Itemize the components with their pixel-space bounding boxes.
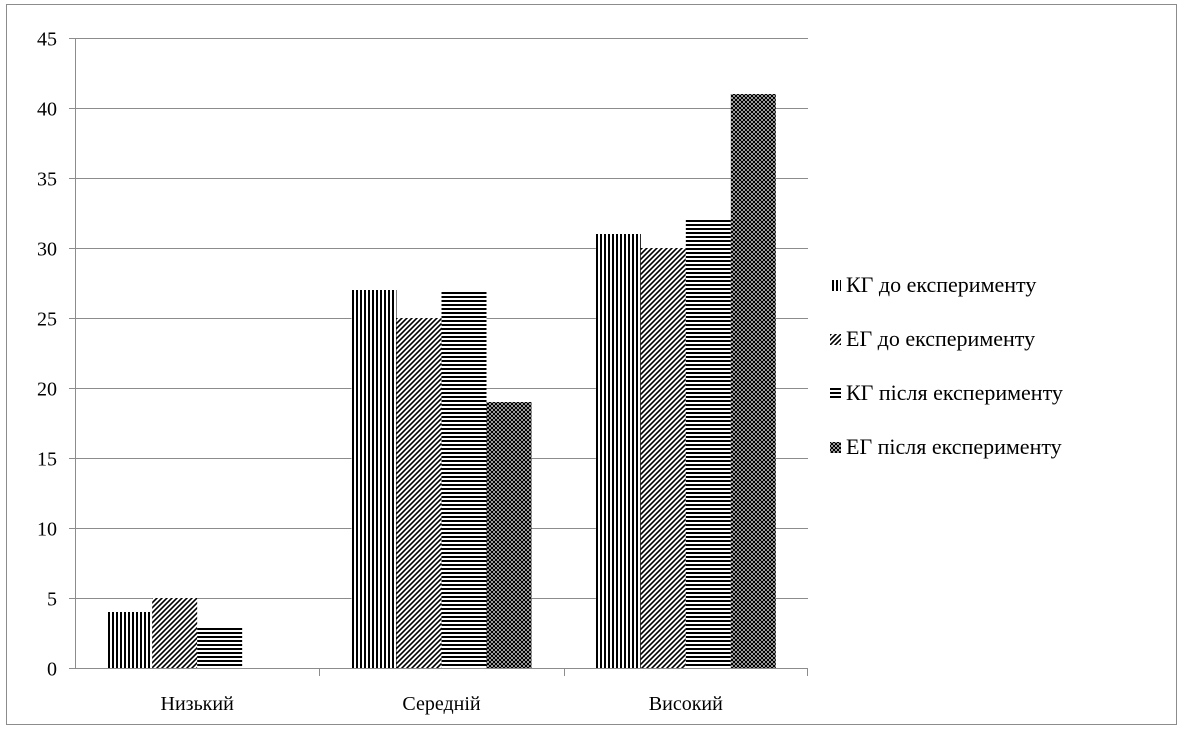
- legend-label: КГ до експерименту: [846, 272, 1036, 297]
- x-tick-label: Високий: [649, 693, 723, 715]
- y-tick-label: 25: [37, 309, 57, 331]
- y-tick-label: 0: [47, 659, 57, 681]
- y-tick-label: 40: [37, 99, 57, 121]
- bar-2-2: [396, 318, 442, 668]
- y-tick-label: 45: [37, 29, 57, 51]
- bar-3-3: [685, 220, 731, 668]
- legend-swatch: [830, 388, 841, 399]
- legend-label: ЕГ до експерименту: [846, 326, 1035, 351]
- bar-1-3: [595, 234, 641, 668]
- bar-4-3: [730, 94, 776, 668]
- bar-1-1: [107, 612, 153, 668]
- y-tick-label: 35: [37, 169, 57, 191]
- y-tick-label: 30: [37, 239, 57, 261]
- x-tick-label: Середній: [402, 693, 481, 715]
- bar-4-2: [486, 402, 532, 668]
- legend-label: ЕГ після експерименту: [846, 434, 1062, 459]
- bar-3-2: [441, 290, 487, 668]
- legend-swatch: [830, 334, 841, 345]
- x-tick-label: Низький: [161, 693, 235, 715]
- y-tick-label: 20: [37, 379, 57, 401]
- y-tick-label: 15: [37, 449, 57, 471]
- y-tick-label: 10: [37, 519, 57, 541]
- chart-frame: [6, 4, 1177, 725]
- y-tick-label: 5: [47, 589, 57, 611]
- bar-2-3: [640, 248, 686, 668]
- legend-swatch: [830, 442, 841, 453]
- bar-3-1: [197, 626, 243, 668]
- legend-swatch: [830, 280, 841, 291]
- legend-label: КГ після експерименту: [846, 380, 1063, 405]
- bar-1-2: [351, 290, 397, 668]
- bar-2-1: [152, 598, 198, 668]
